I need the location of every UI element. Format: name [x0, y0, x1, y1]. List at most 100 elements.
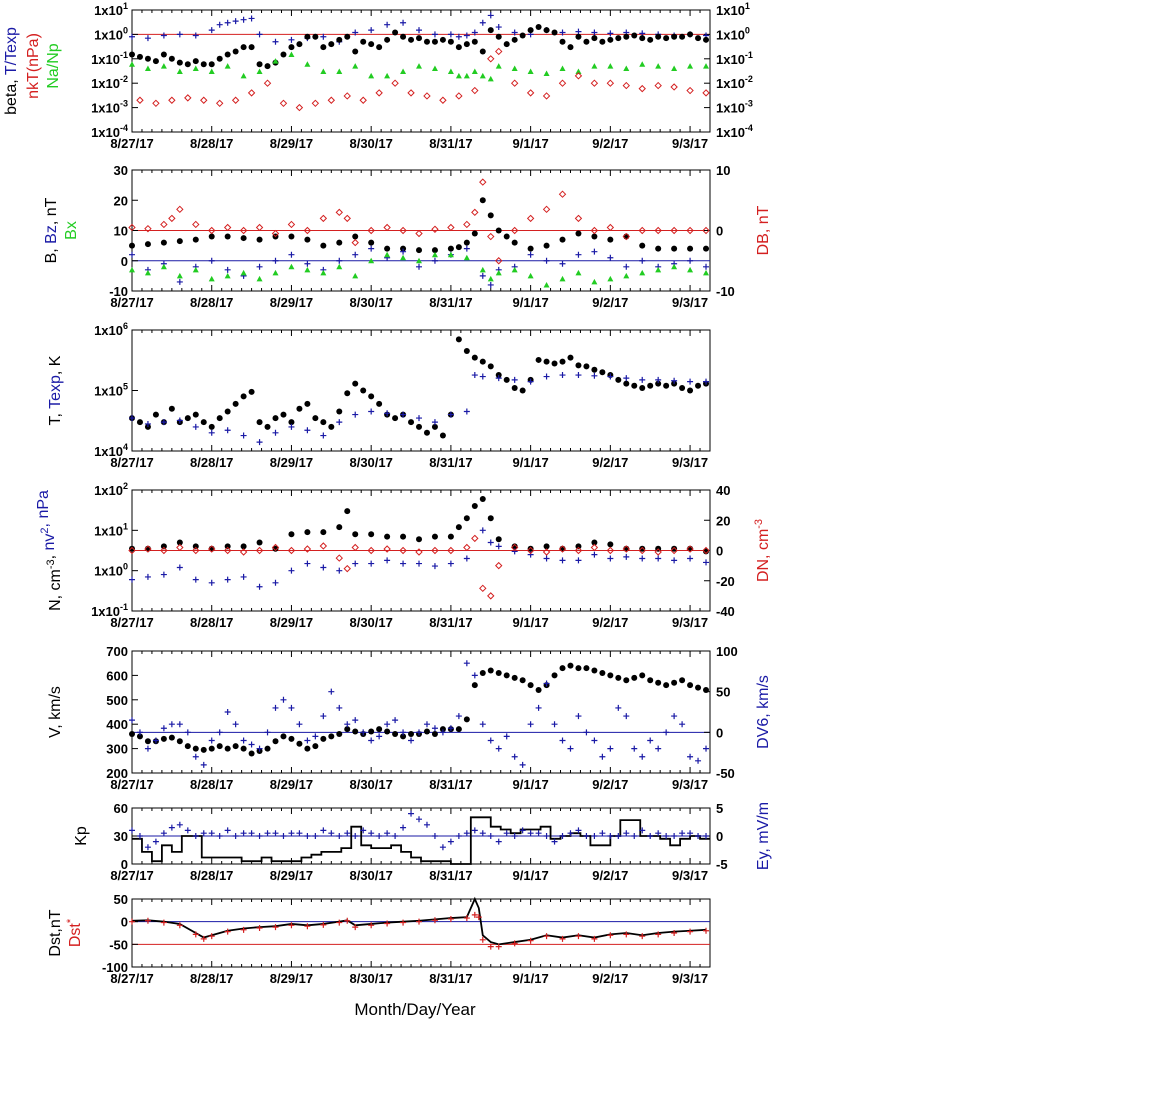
- x-tick-label: 8/30/17: [349, 295, 392, 310]
- data-point: [296, 721, 303, 728]
- data-point: [638, 226, 646, 235]
- data-point: [256, 68, 263, 75]
- data-point: [208, 933, 215, 940]
- data-point: [288, 51, 295, 58]
- data-point: [631, 382, 638, 389]
- data-point: [168, 721, 175, 728]
- data-point: [160, 239, 167, 246]
- data-point: [416, 918, 423, 925]
- y-left-label-2: nkT(nPa): [25, 33, 42, 99]
- data-point: [479, 721, 486, 728]
- data-point: [304, 266, 311, 273]
- data-point: [511, 940, 518, 947]
- data-point: [384, 533, 391, 540]
- data-point: [623, 830, 630, 837]
- y-left-tick-label: 1x104: [94, 442, 128, 459]
- data-point: [471, 29, 478, 36]
- data-point: [703, 833, 710, 839]
- data-point: [208, 579, 215, 586]
- y-right-label: Ey, mV/m: [755, 802, 772, 870]
- data-point: [304, 236, 311, 243]
- data-point: [288, 263, 295, 270]
- data-point: [248, 741, 255, 748]
- data-point: [208, 830, 215, 837]
- data-point: [160, 263, 167, 270]
- data-point: [455, 72, 462, 79]
- y-left-label: Dst,nT: [47, 909, 64, 956]
- data-point: [208, 275, 215, 282]
- data-point: [343, 214, 351, 223]
- y-left-tick-label: 0: [121, 857, 128, 872]
- data-point: [248, 388, 255, 395]
- data-point: [495, 561, 503, 570]
- data-point: [400, 248, 407, 255]
- x-tick-label: 9/2/17: [592, 295, 628, 310]
- data-point: [679, 677, 686, 684]
- data-point: [679, 33, 686, 40]
- data-point: [129, 251, 135, 258]
- data-point: [511, 833, 518, 839]
- data-point: [631, 745, 638, 752]
- data-point: [256, 263, 263, 270]
- data-point: [623, 713, 630, 720]
- data-point: [129, 33, 135, 40]
- data-point: [487, 212, 494, 219]
- data-point: [416, 27, 423, 34]
- data-point: [408, 810, 415, 817]
- data-point: [376, 726, 383, 733]
- data-point: [192, 745, 199, 752]
- data-point: [638, 546, 646, 555]
- y-right-tick-label: 1x10-2: [716, 74, 753, 91]
- data-point: [670, 546, 678, 555]
- y-right-tick-label: 10: [716, 163, 730, 178]
- data-point: [519, 677, 526, 684]
- data-point: [336, 524, 343, 531]
- data-point: [439, 432, 446, 439]
- data-point: [599, 669, 606, 676]
- data-point: [455, 713, 462, 720]
- x-tick-label: 9/1/17: [513, 136, 549, 151]
- data-point: [703, 263, 710, 270]
- data-point: [336, 239, 343, 246]
- data-point: [423, 92, 431, 100]
- y-left-label-2: Dst*: [65, 918, 84, 947]
- series-blue-plus: [129, 372, 710, 446]
- x-tick-label: 8/30/17: [349, 971, 392, 986]
- data-point: [192, 753, 199, 760]
- data-point: [535, 704, 542, 711]
- data-point: [471, 682, 478, 689]
- y-right-tick-label: 0: [716, 224, 723, 239]
- data-point: [447, 560, 454, 567]
- data-point: [551, 360, 558, 367]
- data-point: [654, 548, 662, 556]
- data-point: [702, 546, 710, 555]
- data-point: [256, 583, 263, 590]
- y-right-tick-label: -20: [716, 574, 735, 589]
- data-point: [328, 688, 335, 695]
- x-tick-label: 8/30/17: [349, 777, 392, 792]
- data-point: [216, 729, 223, 736]
- data-point: [471, 68, 478, 75]
- data-point: [495, 227, 502, 234]
- data-point: [495, 47, 503, 56]
- data-point: [542, 205, 551, 214]
- data-point: [543, 373, 550, 380]
- x-tick-label: 9/1/17: [513, 868, 549, 883]
- data-point: [368, 737, 375, 744]
- data-point: [392, 717, 399, 724]
- data-point: [687, 830, 694, 837]
- data-point: [320, 713, 327, 720]
- data-point: [224, 272, 231, 279]
- data-point: [152, 99, 160, 108]
- data-point: [703, 378, 710, 385]
- data-point: [184, 415, 191, 422]
- data-point: [168, 405, 175, 412]
- data-point: [590, 543, 599, 552]
- data-point: [192, 576, 199, 583]
- data-point: [487, 275, 494, 282]
- y-left-tick-label: 1x101: [94, 1, 128, 18]
- data-point: [591, 935, 598, 942]
- panel-B: 8/27/17 8/28/17 8/29/17 8/30/17 8/31/17 9/1/1…: [43, 163, 772, 310]
- series-blue-plus: [129, 527, 710, 590]
- y-left-tick-label: 1x10-1: [91, 602, 128, 619]
